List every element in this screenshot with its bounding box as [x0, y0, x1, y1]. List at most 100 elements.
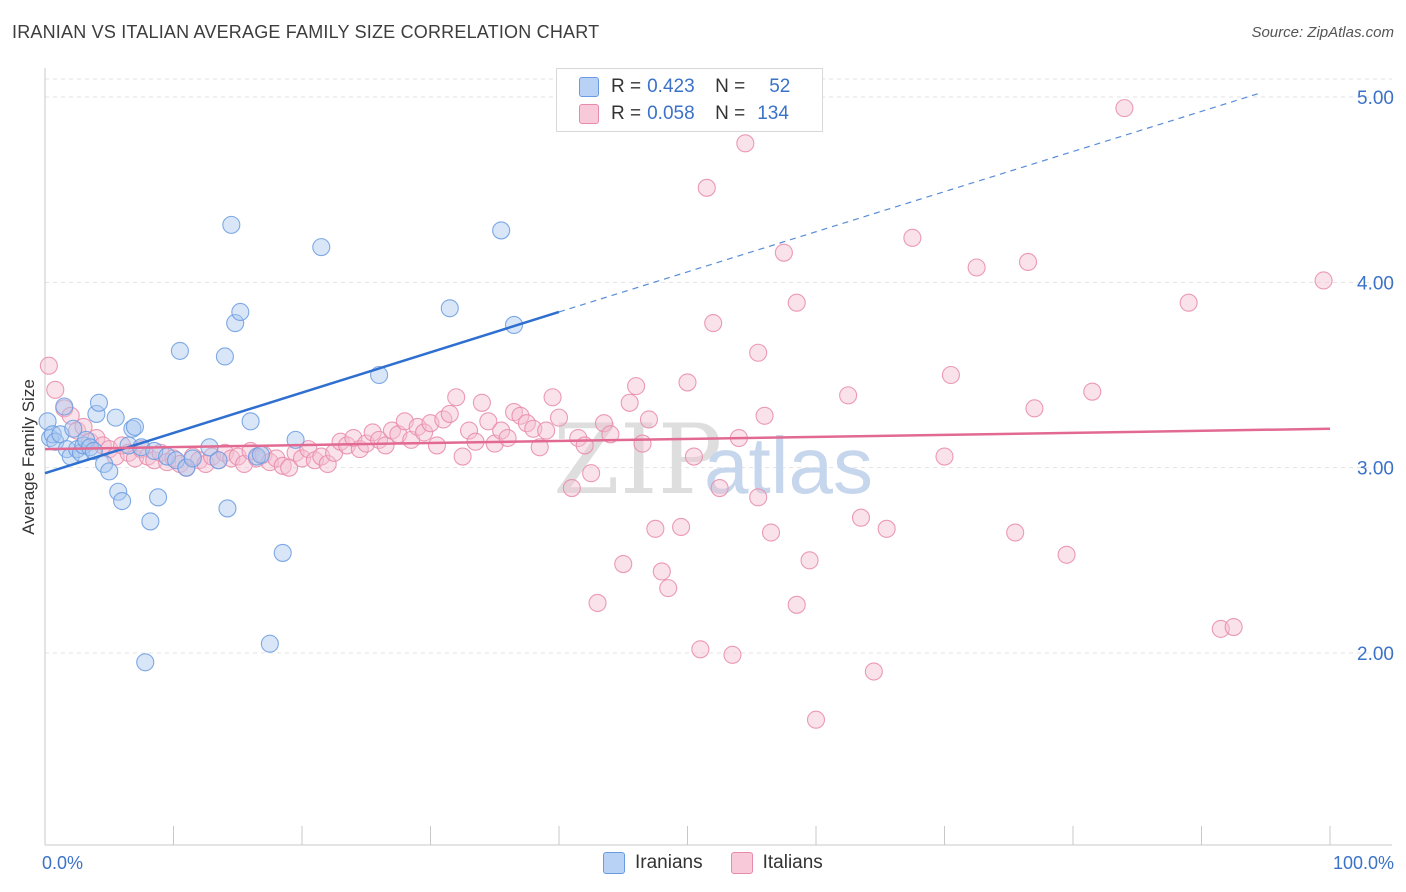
italians-point: [1018, 252, 1038, 271]
italians-point: [1057, 545, 1076, 564]
iranians-point: [222, 215, 241, 234]
iranians-point: [215, 347, 234, 366]
legend-n-label: N =: [715, 103, 746, 124]
italians-point: [1179, 293, 1198, 312]
bottom-legend-swatch-iranians: [603, 852, 625, 874]
italians-point: [569, 428, 588, 448]
bottom-legend-italians: Italians: [730, 852, 823, 874]
iranians-point: [113, 491, 132, 511]
legend-r-value-italians: 0.058: [647, 103, 695, 124]
italians-point: [1083, 382, 1102, 401]
italians-point: [46, 380, 65, 399]
legend-r-label: R =: [611, 103, 642, 124]
italians-point: [659, 579, 678, 598]
iranians-point: [109, 482, 128, 501]
italians-point: [273, 456, 292, 475]
legend-n-value-iranians: 52: [769, 76, 791, 97]
iranians-point: [141, 512, 160, 531]
italians-point: [806, 710, 826, 729]
legend-r-label: R =: [611, 76, 642, 97]
y-tick-label: 5.00: [1357, 88, 1394, 109]
iranians-point: [55, 397, 74, 416]
bottom-legend-iranians: Iranians: [603, 852, 703, 874]
italians-point: [761, 523, 781, 542]
italians-point: [749, 488, 768, 507]
italians-point: [530, 438, 549, 457]
italians-point: [453, 447, 472, 466]
italians-point: [601, 425, 620, 444]
iranians-point: [312, 238, 331, 257]
legend-swatch-italians: [579, 104, 599, 124]
italians-point: [39, 356, 58, 375]
italians-point: [543, 388, 562, 407]
iranians-point: [43, 425, 62, 444]
italians-point: [1314, 271, 1333, 290]
iranians-point: [64, 419, 83, 438]
bottom-legend-swatch-italians: [730, 852, 753, 874]
iranians-point: [226, 314, 245, 333]
italians-point: [492, 421, 511, 440]
italians-point: [941, 365, 960, 385]
iranians-point: [170, 341, 189, 360]
bottom-legend: Iranians Italians: [603, 852, 851, 874]
italians-point: [614, 554, 633, 574]
bottom-legend-label-italians: Italians: [762, 852, 823, 873]
italians-point: [562, 479, 581, 498]
source-label: Source: ZipAtlas.com: [1251, 24, 1394, 41]
iranians-point: [100, 462, 119, 481]
italians-point: [691, 640, 710, 659]
x-tick-label-min: 0.0%: [42, 853, 83, 873]
legend-swatch-iranians: [579, 77, 599, 97]
italians-point: [447, 388, 466, 407]
italians-point: [267, 449, 286, 468]
italians-point: [627, 377, 646, 396]
italians-trend-line: [44, 427, 1331, 451]
italians-point: [697, 178, 716, 197]
italians-point: [864, 662, 883, 681]
italians-point: [704, 314, 723, 333]
italians-point: [903, 228, 922, 247]
italians-point: [646, 519, 665, 538]
iranians-point: [492, 221, 511, 240]
iranians-point: [84, 441, 103, 461]
italians-point: [1025, 399, 1044, 418]
y-axis-title: Average Family Size: [19, 379, 38, 535]
italians-point: [877, 519, 896, 538]
italians-point: [582, 464, 601, 483]
iranians-point: [89, 393, 109, 412]
iranians-point: [123, 419, 142, 438]
italians-point: [935, 447, 954, 466]
italians-point: [620, 393, 639, 412]
italians-point: [639, 410, 659, 429]
italians-point: [1224, 618, 1243, 637]
italians-point: [459, 421, 479, 440]
italians-point: [594, 414, 614, 433]
chart-title: IRANIAN VS ITALIAN AVERAGE FAMILY SIZE C…: [12, 22, 600, 42]
legend: R = 0.423 N = 52 R = 0.058 N = 134: [556, 68, 823, 132]
iranians-point: [251, 445, 270, 464]
iranians-trend-extension: [558, 92, 1260, 313]
iranians-point: [231, 302, 250, 322]
italians-point: [736, 134, 755, 153]
italians-point: [774, 243, 793, 262]
axes: [44, 68, 1392, 846]
iranians-point: [136, 653, 155, 672]
y-tick-label: 2.00: [1357, 644, 1394, 665]
italians-point: [787, 595, 806, 614]
legend-n-label: N =: [715, 76, 746, 97]
legend-row-iranians: R = 0.423 N = 52: [579, 74, 790, 100]
italians-series: [39, 99, 1333, 729]
italians-point: [440, 404, 459, 423]
italians-point: [363, 423, 382, 442]
legend-r-value-iranians: 0.423: [647, 76, 695, 97]
italians-point: [839, 386, 858, 405]
y-tick-labels: 2.00 3.00 4.00 5.00: [1357, 88, 1394, 665]
italians-point: [415, 423, 434, 442]
iranians-point: [209, 451, 228, 470]
iranians-point: [183, 449, 202, 468]
italians-point: [723, 645, 742, 664]
iranians-trend-line: [44, 310, 560, 475]
italians-point: [800, 551, 819, 570]
italians-point: [710, 479, 729, 498]
italians-point: [652, 562, 671, 581]
